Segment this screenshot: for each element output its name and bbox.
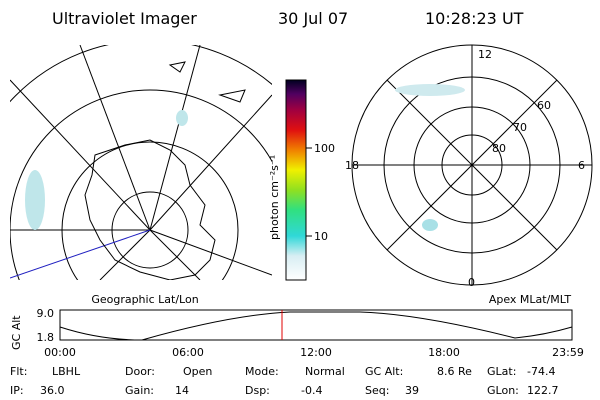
colorbar-tick-label: 10	[314, 230, 328, 243]
timeline-x-tick: 23:59	[552, 346, 584, 359]
info-value: Normal	[305, 365, 345, 378]
panel-label: Geographic Lat/Lon	[91, 293, 198, 306]
info-label: GLon:	[487, 384, 519, 397]
info-block: Flt: LBHL Door: Open Mode: Normal GC Alt: 8.6 R…	[10, 365, 559, 397]
mlat-label: 80	[492, 142, 506, 155]
info-value: Open	[183, 365, 212, 378]
info-label: IP:	[10, 384, 24, 397]
info-value: 8.6 Re	[437, 365, 472, 378]
colorbar	[285, 79, 307, 281]
info-label: Door:	[125, 365, 155, 378]
info-label: Seq:	[365, 384, 389, 397]
info-value: 36.0	[40, 384, 65, 397]
mlat-label: 70	[513, 121, 527, 134]
timeline-y-label: GC Alt	[10, 315, 23, 350]
mlt-dial	[351, 44, 593, 286]
timeline-x-tick: 12:00	[300, 346, 332, 359]
timeline-frame	[59, 309, 573, 341]
panel-label: Apex MLat/MLT	[489, 293, 572, 306]
info-label: Mode:	[245, 365, 279, 378]
title: Ultraviolet Imager	[52, 9, 197, 28]
info-value: 122.7	[527, 384, 559, 397]
info-value: 39	[405, 384, 419, 397]
info-label: GC Alt:	[365, 365, 403, 378]
colorbar-label: photon cm⁻²s⁻¹	[268, 155, 281, 240]
timeline-y-tick: 9.0	[37, 307, 55, 320]
altitude-curve	[59, 311, 573, 341]
mlt-label: 18	[345, 159, 359, 172]
geographic-map	[10, 45, 272, 280]
info-label: Flt:	[10, 365, 27, 378]
mlat-label: 60	[537, 99, 551, 112]
colorbar-tick-label: 100	[314, 142, 335, 155]
timeline-x-tick: 00:00	[44, 346, 76, 359]
mlt-label: 6	[578, 159, 585, 172]
info-value: 14	[175, 384, 189, 397]
timeline-x-tick: 06:00	[172, 346, 204, 359]
time: 10:28:23 UT	[425, 9, 524, 28]
timeline-y-tick: 1.8	[37, 331, 55, 344]
aurora	[422, 219, 438, 231]
date: 30 Jul 07	[278, 9, 348, 28]
info-label: GLat:	[487, 365, 516, 378]
info-value: -74.4	[527, 365, 555, 378]
timeline-x-tick: 18:00	[428, 346, 460, 359]
aurora	[395, 84, 465, 96]
info-label: Dsp:	[245, 384, 270, 397]
info-value: LBHL	[52, 365, 81, 378]
info-value: -0.4	[301, 384, 322, 397]
info-label: Gain:	[125, 384, 154, 397]
mlt-label: 0	[468, 276, 475, 289]
mlt-label: 12	[478, 48, 492, 61]
